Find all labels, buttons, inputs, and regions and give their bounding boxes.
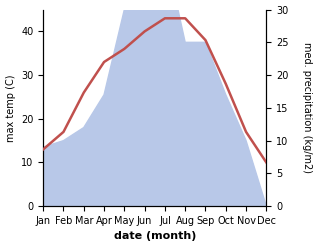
X-axis label: date (month): date (month) <box>114 231 196 242</box>
Y-axis label: max temp (C): max temp (C) <box>5 74 16 142</box>
Y-axis label: med. precipitation (kg/m2): med. precipitation (kg/m2) <box>302 42 313 173</box>
